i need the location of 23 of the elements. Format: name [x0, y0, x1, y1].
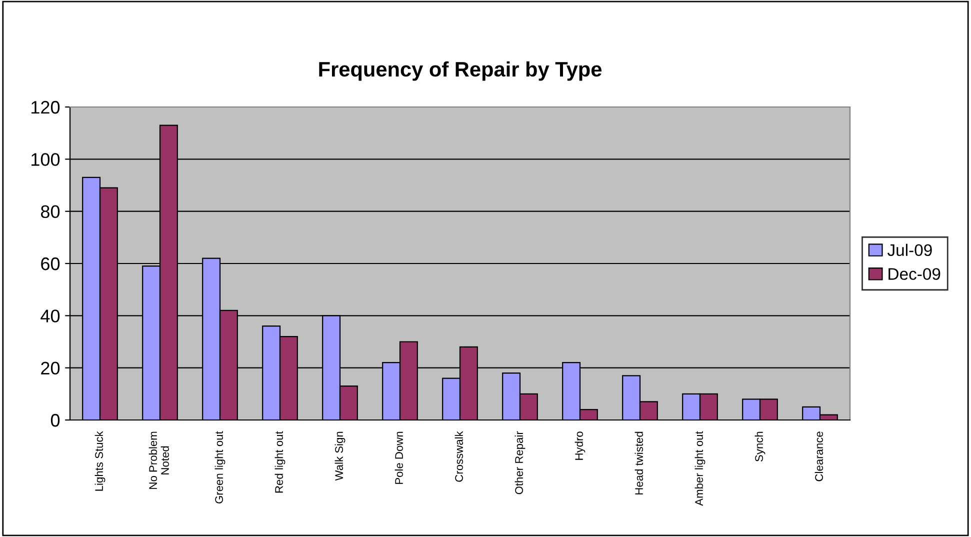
x-tick-label: Hydro	[574, 432, 586, 460]
legend-label: Dec-09	[888, 268, 940, 280]
y-tick-label: 60	[41, 257, 60, 270]
x-tick-label: Synch	[754, 432, 766, 462]
x-tick-label: Clearance	[814, 432, 823, 482]
x-tick-label: Green light out	[214, 431, 226, 504]
x-tick-label: Lights Stuck	[94, 431, 106, 491]
x-tick-label: No Problem Noted	[148, 432, 169, 489]
y-tick-label: 20	[41, 362, 60, 375]
chart-title: Frequency of Repair by Type	[319, 61, 602, 81]
x-tick-label: Red light out	[274, 431, 286, 493]
x-tick-label: Pole Down	[394, 432, 403, 484]
legend-label: Jul-09	[887, 244, 932, 256]
y-tick-label: 100	[32, 153, 60, 166]
x-tick-label: Amber light out	[694, 431, 706, 506]
x-tick-label: Head twisted	[634, 432, 643, 494]
x-tick-label: Walk Sign	[334, 432, 346, 481]
y-tick-label: 80	[40, 205, 60, 218]
y-tick-label: 40	[40, 310, 60, 322]
y-tick-label: 120	[32, 100, 60, 114]
x-tick-label: Other Repair	[514, 431, 526, 494]
y-tick-label: 0	[50, 414, 60, 427]
x-tick-label: Crosswalk	[454, 431, 463, 482]
